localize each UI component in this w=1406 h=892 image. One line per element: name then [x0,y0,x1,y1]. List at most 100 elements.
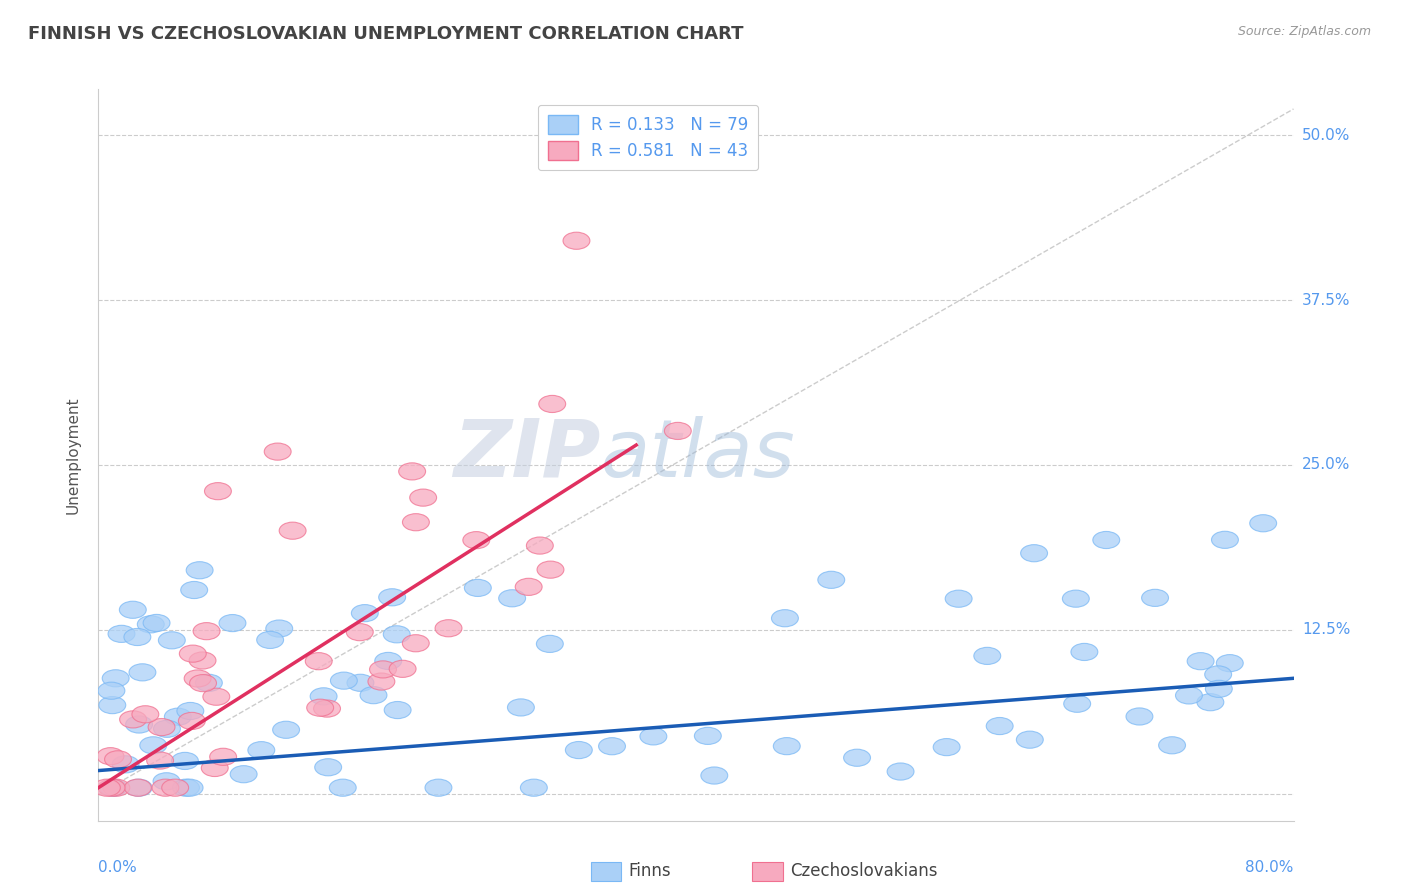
Ellipse shape [138,615,165,633]
Ellipse shape [176,779,202,797]
Ellipse shape [370,661,396,678]
Ellipse shape [165,708,191,725]
Ellipse shape [112,756,139,772]
Ellipse shape [314,700,340,717]
Ellipse shape [219,615,246,632]
Legend: R = 0.133   N = 79, R = 0.581   N = 43: R = 0.133 N = 79, R = 0.581 N = 43 [538,105,758,170]
Ellipse shape [103,670,129,687]
Ellipse shape [1197,694,1223,711]
Ellipse shape [201,759,228,777]
Ellipse shape [1205,665,1232,683]
Ellipse shape [1216,655,1243,672]
Ellipse shape [538,395,565,412]
Ellipse shape [120,601,146,618]
Ellipse shape [375,652,402,670]
Text: FINNISH VS CZECHOSLOVAKIAN UNEMPLOYMENT CORRELATION CHART: FINNISH VS CZECHOSLOVAKIAN UNEMPLOYMENT … [28,25,744,43]
Ellipse shape [173,779,200,797]
Ellipse shape [257,632,284,648]
Text: 25.0%: 25.0% [1302,458,1350,472]
Ellipse shape [1021,545,1047,562]
Ellipse shape [172,752,198,770]
Ellipse shape [434,620,463,637]
Text: 12.5%: 12.5% [1302,622,1350,637]
Ellipse shape [368,673,395,690]
Text: Czechoslovakians: Czechoslovakians [790,863,938,880]
Ellipse shape [1064,695,1091,713]
Ellipse shape [120,711,146,728]
Ellipse shape [132,706,159,723]
Ellipse shape [125,716,152,733]
Ellipse shape [934,739,960,756]
Ellipse shape [195,674,222,691]
Text: Source: ZipAtlas.com: Source: ZipAtlas.com [1237,25,1371,38]
Ellipse shape [315,759,342,776]
Ellipse shape [129,664,156,681]
Ellipse shape [177,702,204,720]
Ellipse shape [463,532,489,549]
Text: atlas: atlas [600,416,796,494]
Text: 37.5%: 37.5% [1302,293,1350,308]
Ellipse shape [231,765,257,783]
Ellipse shape [818,571,845,589]
Y-axis label: Unemployment: Unemployment [65,396,80,514]
Text: ZIP: ZIP [453,416,600,494]
Ellipse shape [98,697,125,714]
Ellipse shape [695,727,721,745]
Ellipse shape [159,632,186,648]
Ellipse shape [153,720,180,738]
Ellipse shape [153,772,180,789]
Ellipse shape [360,687,387,704]
Ellipse shape [190,674,217,691]
Ellipse shape [125,779,152,797]
Text: 50.0%: 50.0% [1302,128,1350,143]
Ellipse shape [599,738,626,755]
Ellipse shape [100,779,127,797]
Ellipse shape [402,635,429,652]
Ellipse shape [307,699,333,716]
Ellipse shape [204,483,232,500]
Ellipse shape [1212,532,1239,549]
Ellipse shape [247,741,274,759]
Ellipse shape [143,615,170,632]
Ellipse shape [104,751,132,768]
Ellipse shape [499,590,526,607]
Ellipse shape [1017,731,1043,748]
Ellipse shape [108,625,135,642]
Ellipse shape [508,698,534,716]
Ellipse shape [329,779,356,797]
Ellipse shape [402,514,429,531]
Ellipse shape [665,422,692,440]
Ellipse shape [1187,653,1213,670]
Ellipse shape [772,609,799,627]
Ellipse shape [97,747,124,764]
Ellipse shape [98,779,125,797]
Ellipse shape [186,562,214,579]
Ellipse shape [887,763,914,780]
Ellipse shape [520,779,547,797]
Ellipse shape [352,605,378,622]
Ellipse shape [347,674,374,691]
Text: 0.0%: 0.0% [98,860,138,874]
Ellipse shape [1159,737,1185,754]
Ellipse shape [179,713,205,730]
Ellipse shape [1126,708,1153,725]
Ellipse shape [1175,687,1202,704]
Ellipse shape [139,737,167,754]
Ellipse shape [974,648,1001,665]
Ellipse shape [1205,681,1232,698]
Ellipse shape [945,591,972,607]
Ellipse shape [378,589,405,606]
Ellipse shape [384,625,411,643]
Ellipse shape [346,624,373,640]
Ellipse shape [98,682,125,699]
Ellipse shape [409,489,437,506]
Ellipse shape [399,463,426,480]
Ellipse shape [184,670,211,687]
Ellipse shape [1063,591,1090,607]
Ellipse shape [181,582,208,599]
Ellipse shape [515,578,543,596]
Ellipse shape [1142,590,1168,607]
Ellipse shape [273,722,299,739]
Ellipse shape [152,779,179,797]
Ellipse shape [537,561,564,578]
